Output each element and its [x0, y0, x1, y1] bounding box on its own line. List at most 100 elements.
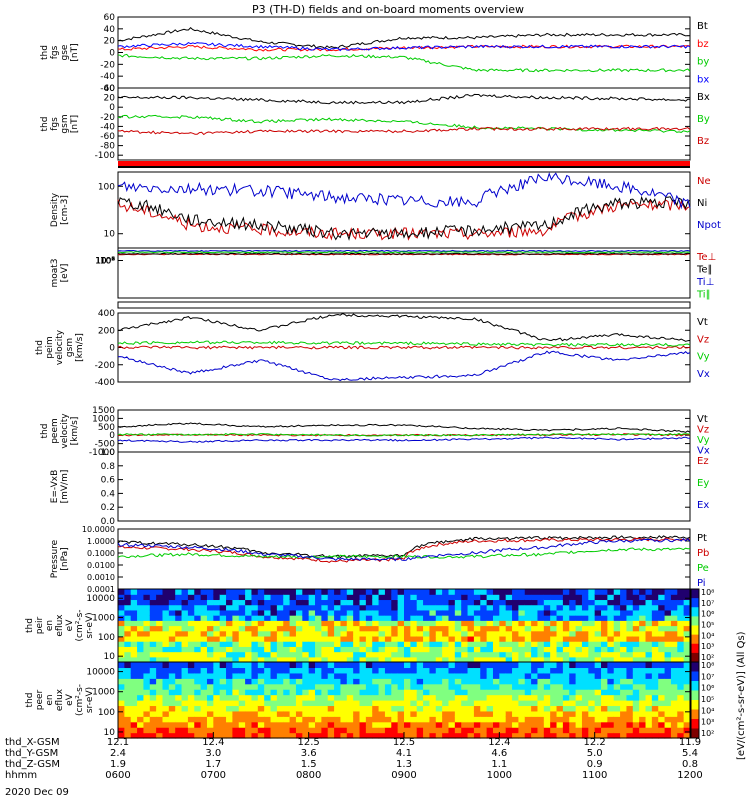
spectrogram-cell — [327, 705, 335, 712]
spectrogram-cell — [340, 604, 348, 611]
spectrogram-cell — [575, 630, 583, 637]
spectrogram-cell — [149, 678, 157, 685]
spectrogram-cell — [270, 721, 278, 728]
spectrogram-cell — [651, 700, 659, 707]
spectrogram-cell — [556, 630, 564, 637]
spectrogram-cell — [346, 727, 354, 734]
spectrogram-cell — [219, 641, 227, 647]
spectrogram-cell — [397, 667, 405, 674]
spectrogram-cell — [454, 635, 462, 642]
spectrogram-cell — [359, 694, 367, 701]
spectrogram-cell — [334, 641, 342, 647]
spectrogram-cell — [531, 589, 539, 595]
spectrogram-cell — [219, 694, 227, 701]
spectrogram-cell — [620, 705, 628, 712]
spectrogram-cell — [340, 732, 348, 739]
spectrogram-cell — [276, 615, 284, 621]
spectrogram-cell — [302, 678, 310, 685]
spectrogram-cell — [524, 694, 532, 701]
y-label-line: Pressure — [50, 539, 60, 578]
spectrogram-cell — [448, 700, 456, 707]
spectrogram-cell — [645, 700, 653, 707]
spectrogram-cell — [289, 705, 297, 712]
spectrogram-cell — [327, 651, 335, 658]
spectrogram-cell — [651, 710, 659, 717]
spectrogram-cell — [276, 641, 284, 647]
spectrogram-cell — [200, 589, 208, 595]
spectrogram-cell — [219, 727, 227, 734]
spectrogram-cell — [187, 599, 195, 606]
spectrogram-cell — [251, 694, 259, 701]
spectrogram-cell — [251, 710, 259, 717]
spectrogram-cell — [423, 589, 431, 595]
y-tick-label: 1000 — [92, 414, 115, 424]
spectrogram-cell — [219, 589, 227, 595]
spectrogram-cell — [620, 700, 628, 707]
spectrogram-cell — [206, 609, 214, 616]
spectrogram-cell — [295, 683, 303, 690]
legend-Ex: Ex — [697, 500, 709, 511]
spectrogram-cell — [264, 620, 272, 627]
spectrogram-cell — [651, 683, 659, 690]
spectrogram-cell — [315, 594, 322, 601]
spectrogram-cell — [289, 635, 297, 642]
spectrogram-cell — [550, 705, 558, 712]
spectrogram-cell — [448, 615, 456, 621]
spectrogram-cell — [505, 625, 513, 632]
spectrogram-cell — [295, 721, 303, 728]
spectrogram-cell — [562, 710, 570, 717]
spectrogram-cell — [620, 604, 628, 611]
x-tick-label: 0700 — [201, 770, 226, 781]
spectrogram-cell — [321, 662, 329, 669]
spectrogram-cell — [378, 683, 386, 690]
spectrogram-cell — [404, 620, 411, 627]
spectrogram-cell — [632, 700, 640, 707]
spectrogram-cell — [461, 689, 469, 696]
spectrogram-cell — [181, 589, 189, 595]
y-label-line: velocity — [55, 329, 65, 365]
spectrogram-cell — [543, 609, 551, 616]
spectrogram-cell — [613, 641, 621, 647]
spectrogram-cell — [626, 594, 634, 601]
spectrogram-cell — [461, 625, 469, 632]
spectrogram-cell — [270, 683, 278, 690]
spectrogram-cell — [594, 716, 602, 723]
spectrogram-cell — [124, 705, 132, 712]
spectrogram-cell — [461, 667, 469, 674]
spectrogram-cell — [524, 683, 532, 690]
spectrogram-cell — [467, 635, 475, 642]
spectrogram-cell — [461, 594, 469, 601]
spectrogram-cell — [581, 710, 589, 717]
spectrogram-cell — [276, 727, 284, 734]
spectrogram-cell — [397, 710, 405, 717]
spectrogram-cell — [137, 635, 145, 642]
spectrogram-cell — [664, 625, 672, 632]
spectrogram-cell — [492, 620, 500, 627]
spectrogram-cell — [130, 710, 138, 717]
spectrogram-cell — [289, 646, 297, 653]
spectrogram-cell — [353, 599, 361, 606]
spectrogram-cell — [372, 662, 380, 669]
spectrogram-cell — [372, 651, 380, 658]
spectrogram-cell — [156, 625, 164, 632]
spectrogram-cell — [175, 599, 183, 606]
spectrogram-cell — [423, 667, 431, 674]
spectrogram-cell — [543, 635, 551, 642]
spectrogram-cell — [562, 689, 570, 696]
spectrogram-cell — [461, 589, 469, 595]
spectrogram-cell — [162, 716, 170, 723]
spectrogram-cell — [588, 589, 596, 595]
spectrogram-cell — [632, 635, 640, 642]
y-label-line: thd — [40, 45, 50, 60]
spectrogram-cell — [677, 651, 685, 658]
spectrogram-cell — [200, 625, 208, 632]
spectrogram-cell — [537, 625, 545, 632]
spectrogram-cell — [238, 689, 246, 696]
spectrogram-cell — [334, 589, 342, 595]
spectrogram-cell — [194, 672, 202, 679]
spectrogram-cell — [435, 651, 443, 658]
spectrogram-cell — [283, 656, 291, 663]
spectrogram-cell — [213, 721, 221, 728]
spectrogram-cell — [454, 630, 462, 637]
spectrogram-cell — [594, 589, 602, 595]
